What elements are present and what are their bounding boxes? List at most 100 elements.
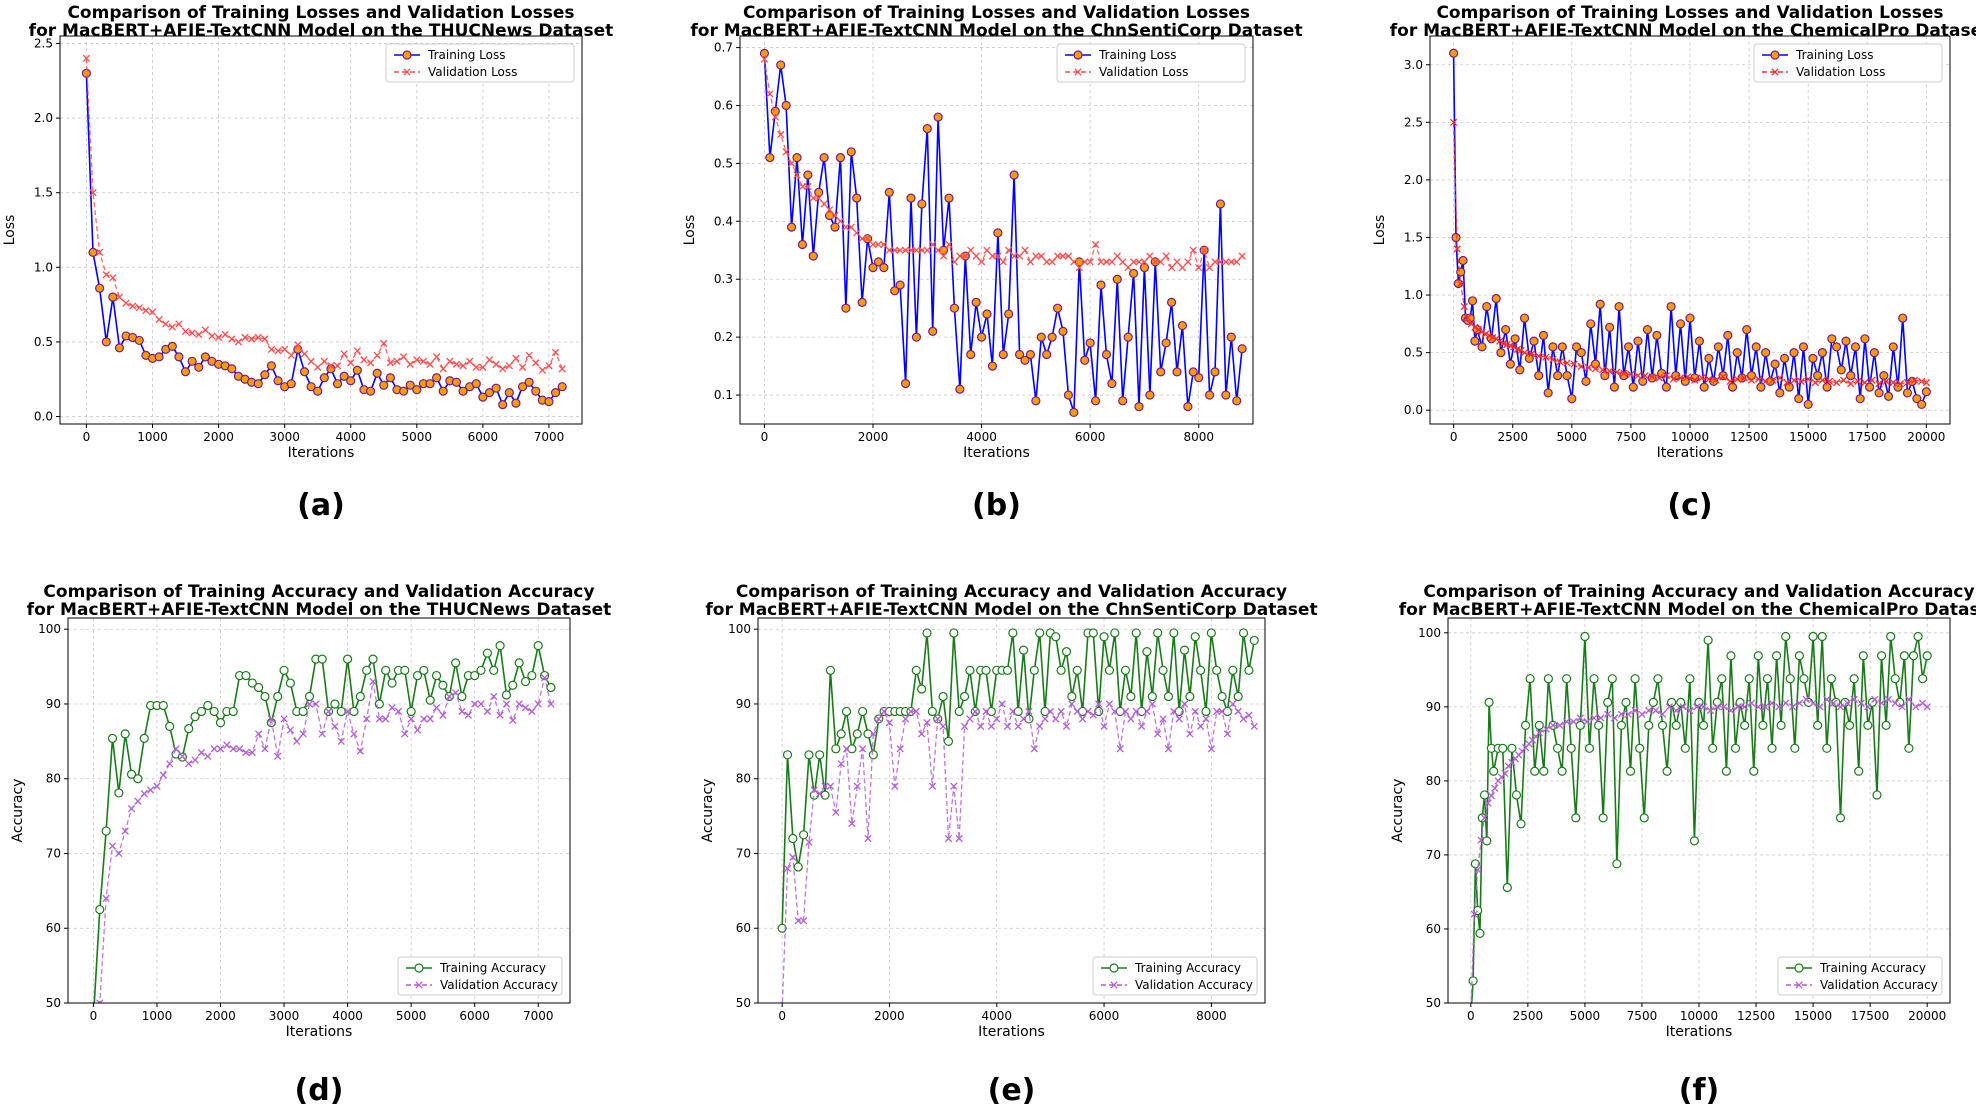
x-tick-label: 7500 (1627, 1009, 1658, 1023)
training-point (1775, 388, 1785, 398)
validation-point (1070, 258, 1078, 266)
validation-point (1747, 699, 1756, 707)
training-point (139, 733, 149, 743)
validation-point (1923, 703, 1931, 711)
training-point (194, 362, 204, 372)
validation-point (1825, 377, 1834, 386)
x-tick-label: 2000 (205, 1009, 236, 1023)
validation-point (122, 299, 130, 307)
training-point (1477, 342, 1487, 352)
validation-point (869, 240, 877, 249)
training-point (884, 187, 894, 197)
validation-point (254, 730, 263, 738)
training-point (1742, 324, 1752, 335)
validation-point (420, 715, 428, 723)
validation-point (1577, 362, 1585, 371)
training-point (425, 379, 435, 389)
training-point (1666, 301, 1676, 312)
training-point (1767, 743, 1777, 753)
legend-box (397, 956, 563, 996)
validation-point (923, 719, 931, 727)
validation-point (204, 752, 212, 760)
validation-point (787, 159, 796, 168)
training-point (954, 706, 964, 717)
validation-point (1073, 707, 1081, 716)
validation-point (1556, 358, 1564, 366)
training-point (342, 654, 353, 664)
validation-point (891, 246, 899, 254)
training-point (1009, 170, 1019, 180)
training-point (993, 228, 1003, 238)
validation-point (1783, 378, 1791, 387)
validation-point (1250, 722, 1258, 731)
training-point (1676, 697, 1686, 708)
training-point (1662, 766, 1672, 776)
training-point (1516, 819, 1526, 829)
validation-point (1474, 325, 1483, 334)
training-point (1562, 674, 1572, 684)
training-point (1139, 263, 1150, 273)
training-point (944, 193, 954, 203)
legend: Training Accuracy Validation Accuracy (397, 956, 563, 996)
legend: Training Loss Validation Loss (385, 43, 575, 83)
training-point (1771, 651, 1782, 661)
validation-point (1132, 707, 1140, 716)
y-axis-label: Accuracy (700, 779, 716, 843)
legend-entry: Validation Loss (1099, 65, 1188, 79)
x-tick-label: 15000 (1794, 1009, 1832, 1023)
training-point (1699, 382, 1709, 392)
validation-point (1453, 245, 1461, 253)
training-point (1482, 301, 1492, 312)
x-tick-label: 10000 (1680, 1009, 1718, 1023)
validation-point (923, 246, 931, 254)
validation-point (1665, 703, 1673, 711)
x-tick-label: 10000 (1671, 430, 1709, 444)
validation-point (1699, 703, 1708, 711)
training-point (1918, 674, 1928, 684)
training-point (873, 257, 884, 267)
training-point (266, 361, 277, 371)
training-point (1470, 336, 1480, 346)
training-point (1018, 645, 1029, 655)
x-tick-label: 2000 (858, 430, 889, 444)
validation-point (983, 246, 991, 254)
validation-point (356, 747, 364, 755)
validation-point (1604, 710, 1612, 718)
training-point (1530, 766, 1540, 776)
training-point (765, 153, 775, 163)
y-tick-label: 0.3 (714, 272, 733, 286)
validation-point (394, 707, 403, 716)
training-point (517, 382, 528, 392)
training-point (1798, 342, 1809, 352)
training-point (1836, 365, 1846, 375)
validation-point (505, 362, 513, 370)
validation-point (108, 842, 117, 850)
training-point (846, 147, 856, 157)
validation-point (1196, 722, 1205, 731)
training-point (1040, 706, 1050, 717)
validation-point (1062, 722, 1071, 731)
x-tick-label: 5000 (402, 430, 433, 444)
validation-point (1754, 703, 1762, 711)
validation-point (1211, 258, 1219, 266)
y-tick-label: 0.0 (34, 410, 53, 424)
validation-point (1501, 769, 1509, 778)
validation-point (912, 246, 921, 254)
validation-point (1127, 715, 1135, 723)
validation-point (1478, 328, 1486, 336)
validation-point (1457, 279, 1465, 288)
training-point (1510, 334, 1520, 344)
training-point (1614, 301, 1624, 312)
training-point (330, 699, 340, 709)
training-point (819, 153, 829, 163)
training-point (1779, 353, 1790, 363)
validation-point (1186, 730, 1194, 738)
validation-point (386, 359, 395, 367)
training-point (550, 388, 561, 398)
y-tick-label: 70 (736, 846, 751, 860)
validation-point (960, 722, 969, 731)
validation-point (115, 849, 123, 858)
validation-point (1086, 258, 1094, 266)
training-point (781, 100, 791, 111)
training-point (1803, 399, 1813, 410)
